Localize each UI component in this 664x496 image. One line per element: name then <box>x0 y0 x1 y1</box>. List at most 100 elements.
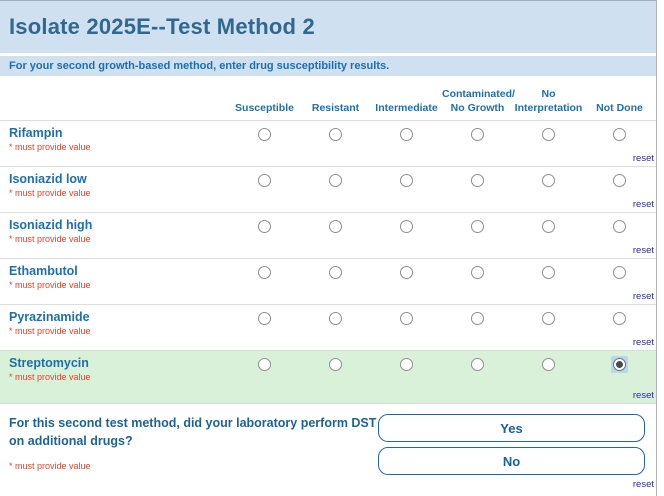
question-text: For this second test method, did your la… <box>9 416 377 449</box>
radio-streptomycin-intermediate[interactable] <box>400 358 413 371</box>
radio-cell <box>442 259 513 304</box>
drug-name: Ethambutol <box>9 264 78 278</box>
radio-isoniazid-low-intermediate[interactable] <box>400 174 413 187</box>
drug-name: Isoniazid low <box>9 172 87 186</box>
radio-cell <box>442 121 513 166</box>
radio-ethambutol-no-interpretation[interactable] <box>542 266 555 279</box>
column-header-susceptible: Susceptible <box>235 101 294 114</box>
radio-wrap <box>611 126 628 143</box>
radio-wrap <box>469 310 486 327</box>
dst-table-rows: Rifampin * must provide value reset Isoniaz… <box>0 121 656 404</box>
radio-cell <box>513 259 584 304</box>
radio-cell <box>442 213 513 258</box>
radio-pyrazinamide-contaminated-no-growth[interactable] <box>471 312 484 325</box>
radio-cell <box>300 121 371 166</box>
column-header-contaminated-no-growth: Contaminated/ No Growth <box>442 87 515 114</box>
radio-cell <box>371 259 442 304</box>
radio-cell <box>371 167 442 212</box>
radio-pyrazinamide-not-done[interactable] <box>613 312 626 325</box>
column-header-intermediate: Intermediate <box>375 101 438 114</box>
radio-cell <box>442 305 513 350</box>
drug-row-isoniazid-high: Isoniazid high * must provide value reset <box>0 213 656 259</box>
radio-pyrazinamide-intermediate[interactable] <box>400 312 413 325</box>
drug-name: Pyrazinamide <box>9 310 90 324</box>
radio-cell <box>584 305 655 350</box>
radio-isoniazid-low-contaminated-no-growth[interactable] <box>471 174 484 187</box>
radio-rifampin-no-interpretation[interactable] <box>542 128 555 141</box>
radio-cell <box>584 121 655 166</box>
question-buttons: Yes No <box>378 414 647 494</box>
radio-ethambutol-resistant[interactable] <box>329 266 342 279</box>
radio-streptomycin-no-interpretation[interactable] <box>542 358 555 371</box>
reset-link[interactable]: reset <box>632 291 654 302</box>
radio-isoniazid-low-no-interpretation[interactable] <box>542 174 555 187</box>
radio-cell <box>229 213 300 258</box>
radio-ethambutol-not-done[interactable] <box>613 266 626 279</box>
page-title: Isolate 2025E--Test Method 2 <box>9 14 315 39</box>
radio-isoniazid-high-no-interpretation[interactable] <box>542 220 555 233</box>
radio-streptomycin-contaminated-no-growth[interactable] <box>471 358 484 371</box>
radio-isoniazid-high-contaminated-no-growth[interactable] <box>471 220 484 233</box>
reset-link[interactable]: reset <box>632 337 654 348</box>
radio-wrap <box>327 264 344 281</box>
required-note: * must provide value <box>9 461 91 472</box>
radio-streptomycin-not-done[interactable] <box>613 358 626 371</box>
radio-streptomycin-resistant[interactable] <box>329 358 342 371</box>
radio-wrap <box>611 172 628 189</box>
radio-wrap <box>256 356 273 373</box>
reset-link[interactable]: reset <box>632 390 654 401</box>
radio-rifampin-resistant[interactable] <box>329 128 342 141</box>
radio-rifampin-susceptible[interactable] <box>258 128 271 141</box>
radio-isoniazid-low-not-done[interactable] <box>613 174 626 187</box>
column-header-no-interpretation: No Interpretation <box>514 87 583 114</box>
no-button[interactable]: No <box>378 447 645 475</box>
radio-isoniazid-high-resistant[interactable] <box>329 220 342 233</box>
radio-cell <box>300 305 371 350</box>
radio-wrap <box>327 218 344 235</box>
reset-link[interactable]: reset <box>632 199 654 210</box>
radio-cell <box>584 213 655 258</box>
radio-rifampin-intermediate[interactable] <box>400 128 413 141</box>
radio-streptomycin-susceptible[interactable] <box>258 358 271 371</box>
radio-wrap <box>540 218 557 235</box>
drug-row-ethambutol: Ethambutol * must provide value reset <box>0 259 656 305</box>
radio-cell <box>584 351 655 403</box>
dst-table-header: Susceptible Resistant Intermediate Contamin… <box>0 76 656 121</box>
radio-cell <box>371 351 442 403</box>
radio-cell <box>371 213 442 258</box>
radio-pyrazinamide-susceptible[interactable] <box>258 312 271 325</box>
reset-link[interactable]: reset <box>632 245 654 256</box>
radio-cell <box>513 167 584 212</box>
radio-isoniazid-high-susceptible[interactable] <box>258 220 271 233</box>
radio-pyrazinamide-no-interpretation[interactable] <box>542 312 555 325</box>
radio-cell <box>513 351 584 403</box>
column-header-resistant: Resistant <box>311 101 360 114</box>
yes-button[interactable]: Yes <box>378 414 645 442</box>
radio-wrap <box>469 356 486 373</box>
radio-isoniazid-high-not-done[interactable] <box>613 220 626 233</box>
additional-drugs-question: For this second test method, did your la… <box>0 404 656 494</box>
radio-isoniazid-high-intermediate[interactable] <box>400 220 413 233</box>
radio-rifampin-contaminated-no-growth[interactable] <box>471 128 484 141</box>
radio-ethambutol-contaminated-no-growth[interactable] <box>471 266 484 279</box>
reset-link[interactable]: reset <box>632 479 654 490</box>
radio-wrap <box>327 356 344 373</box>
radio-cell <box>300 213 371 258</box>
radio-ethambutol-intermediate[interactable] <box>400 266 413 279</box>
radio-isoniazid-low-resistant[interactable] <box>329 174 342 187</box>
required-note: * must provide value <box>9 372 91 382</box>
radio-wrap <box>327 172 344 189</box>
radio-rifampin-not-done[interactable] <box>613 128 626 141</box>
drug-label-cell: Isoniazid low * must provide value <box>0 167 229 212</box>
radio-isoniazid-low-susceptible[interactable] <box>258 174 271 187</box>
required-note: * must provide value <box>9 280 91 290</box>
radio-ethambutol-susceptible[interactable] <box>258 266 271 279</box>
radio-pyrazinamide-resistant[interactable] <box>329 312 342 325</box>
reset-link[interactable]: reset <box>632 153 654 164</box>
radio-cell <box>229 167 300 212</box>
radio-cell <box>513 213 584 258</box>
required-note: * must provide value <box>9 326 91 336</box>
radio-wrap <box>540 264 557 281</box>
radio-cell <box>300 167 371 212</box>
